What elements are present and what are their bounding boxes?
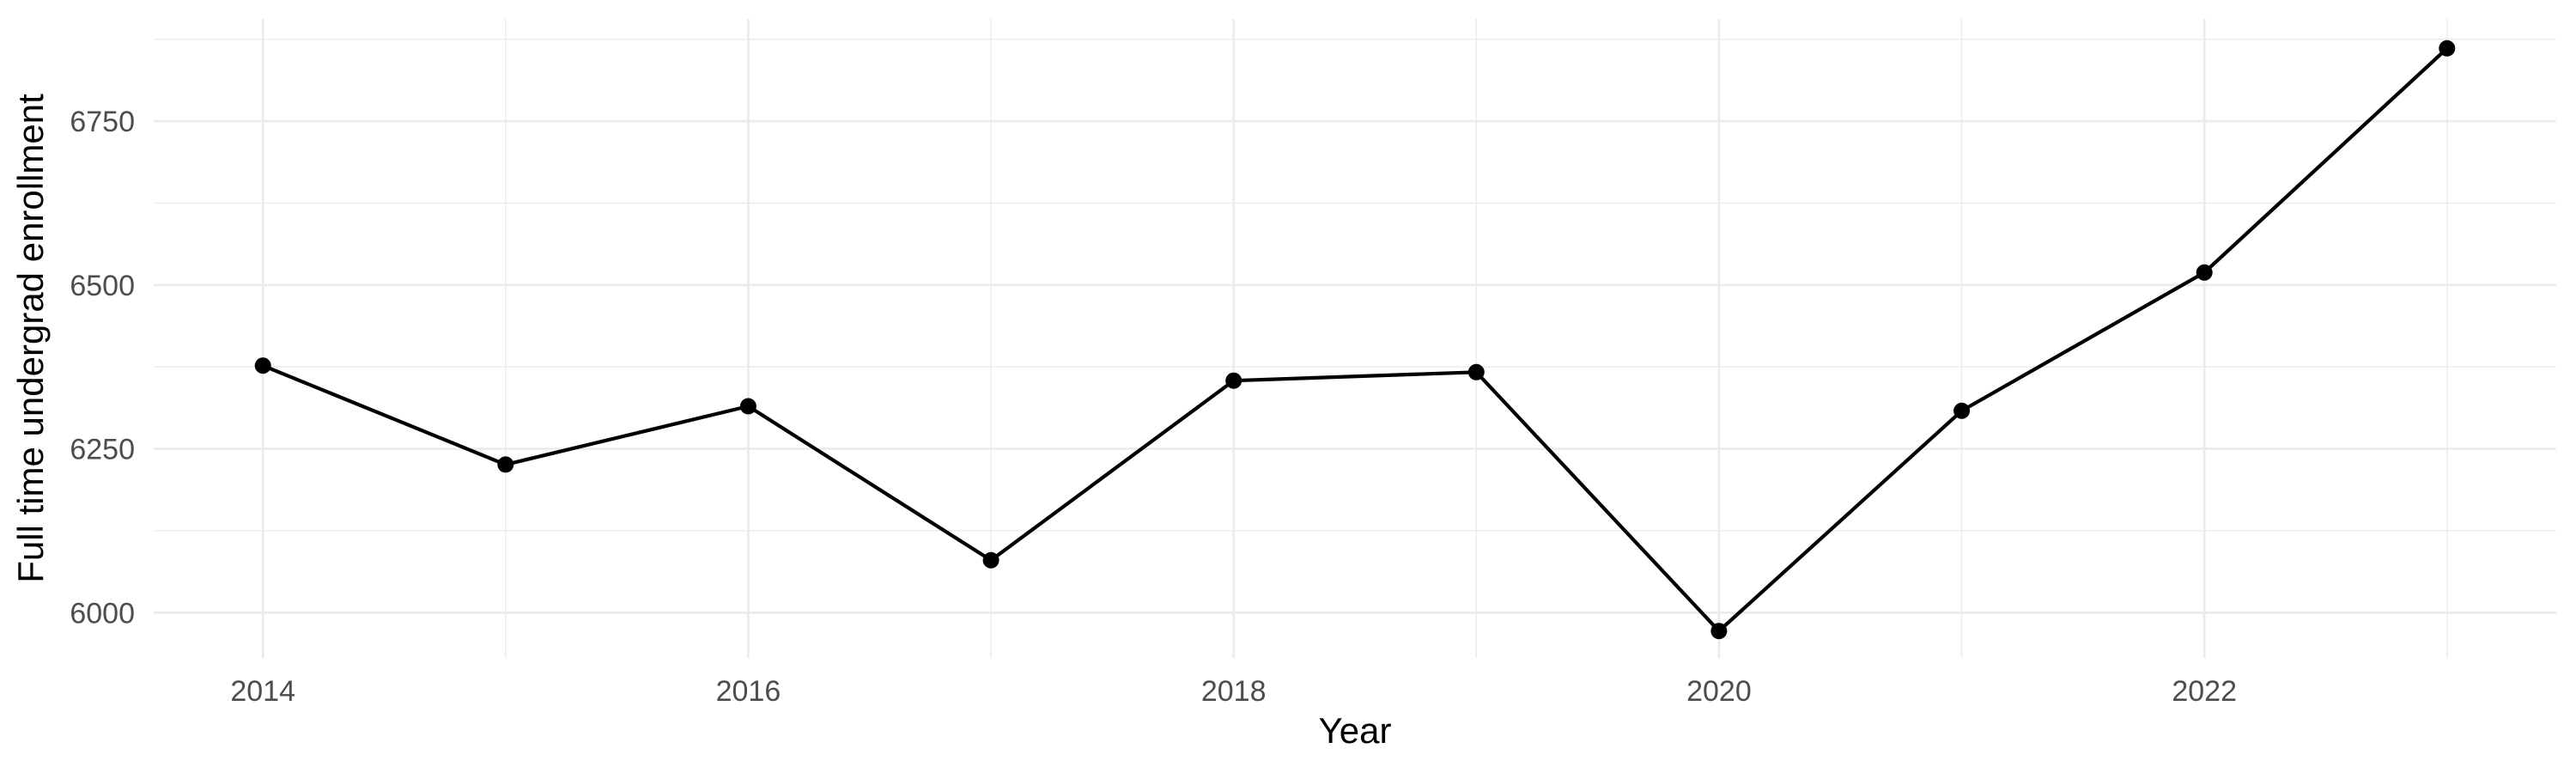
y-tick-label: 6250 xyxy=(70,434,135,466)
data-point xyxy=(1467,363,1485,380)
x-tick-label: 2018 xyxy=(1201,675,1267,708)
data-point xyxy=(497,456,514,473)
minor-gridlines xyxy=(154,19,2556,658)
data-point xyxy=(1953,402,1971,419)
data-series xyxy=(254,40,2456,640)
x-tick-label: 2014 xyxy=(230,675,295,708)
enrollment-line xyxy=(262,46,2449,633)
y-tick-label: 6000 xyxy=(70,597,135,630)
x-tick-label: 2022 xyxy=(2172,675,2237,708)
x-tick-label: 2020 xyxy=(1686,675,1752,708)
y-axis-title: Full time undergrad enrollment xyxy=(10,94,51,583)
axis-tick-labels: 6000 6250 6500 6750 2014 2016 2018 2020 2022 xyxy=(70,106,2237,708)
data-point xyxy=(2196,264,2213,281)
x-tick-label: 2016 xyxy=(716,675,781,708)
y-tick-label: 6750 xyxy=(70,106,135,138)
x-axis-title: Year xyxy=(1319,710,1392,751)
major-gridlines xyxy=(154,19,2556,658)
data-point xyxy=(739,398,756,415)
data-point xyxy=(2439,40,2456,57)
y-tick-label: 6500 xyxy=(70,270,135,302)
data-point xyxy=(1225,372,1242,389)
data-point xyxy=(254,357,271,374)
data-point xyxy=(982,551,999,569)
data-point xyxy=(1710,623,1728,640)
